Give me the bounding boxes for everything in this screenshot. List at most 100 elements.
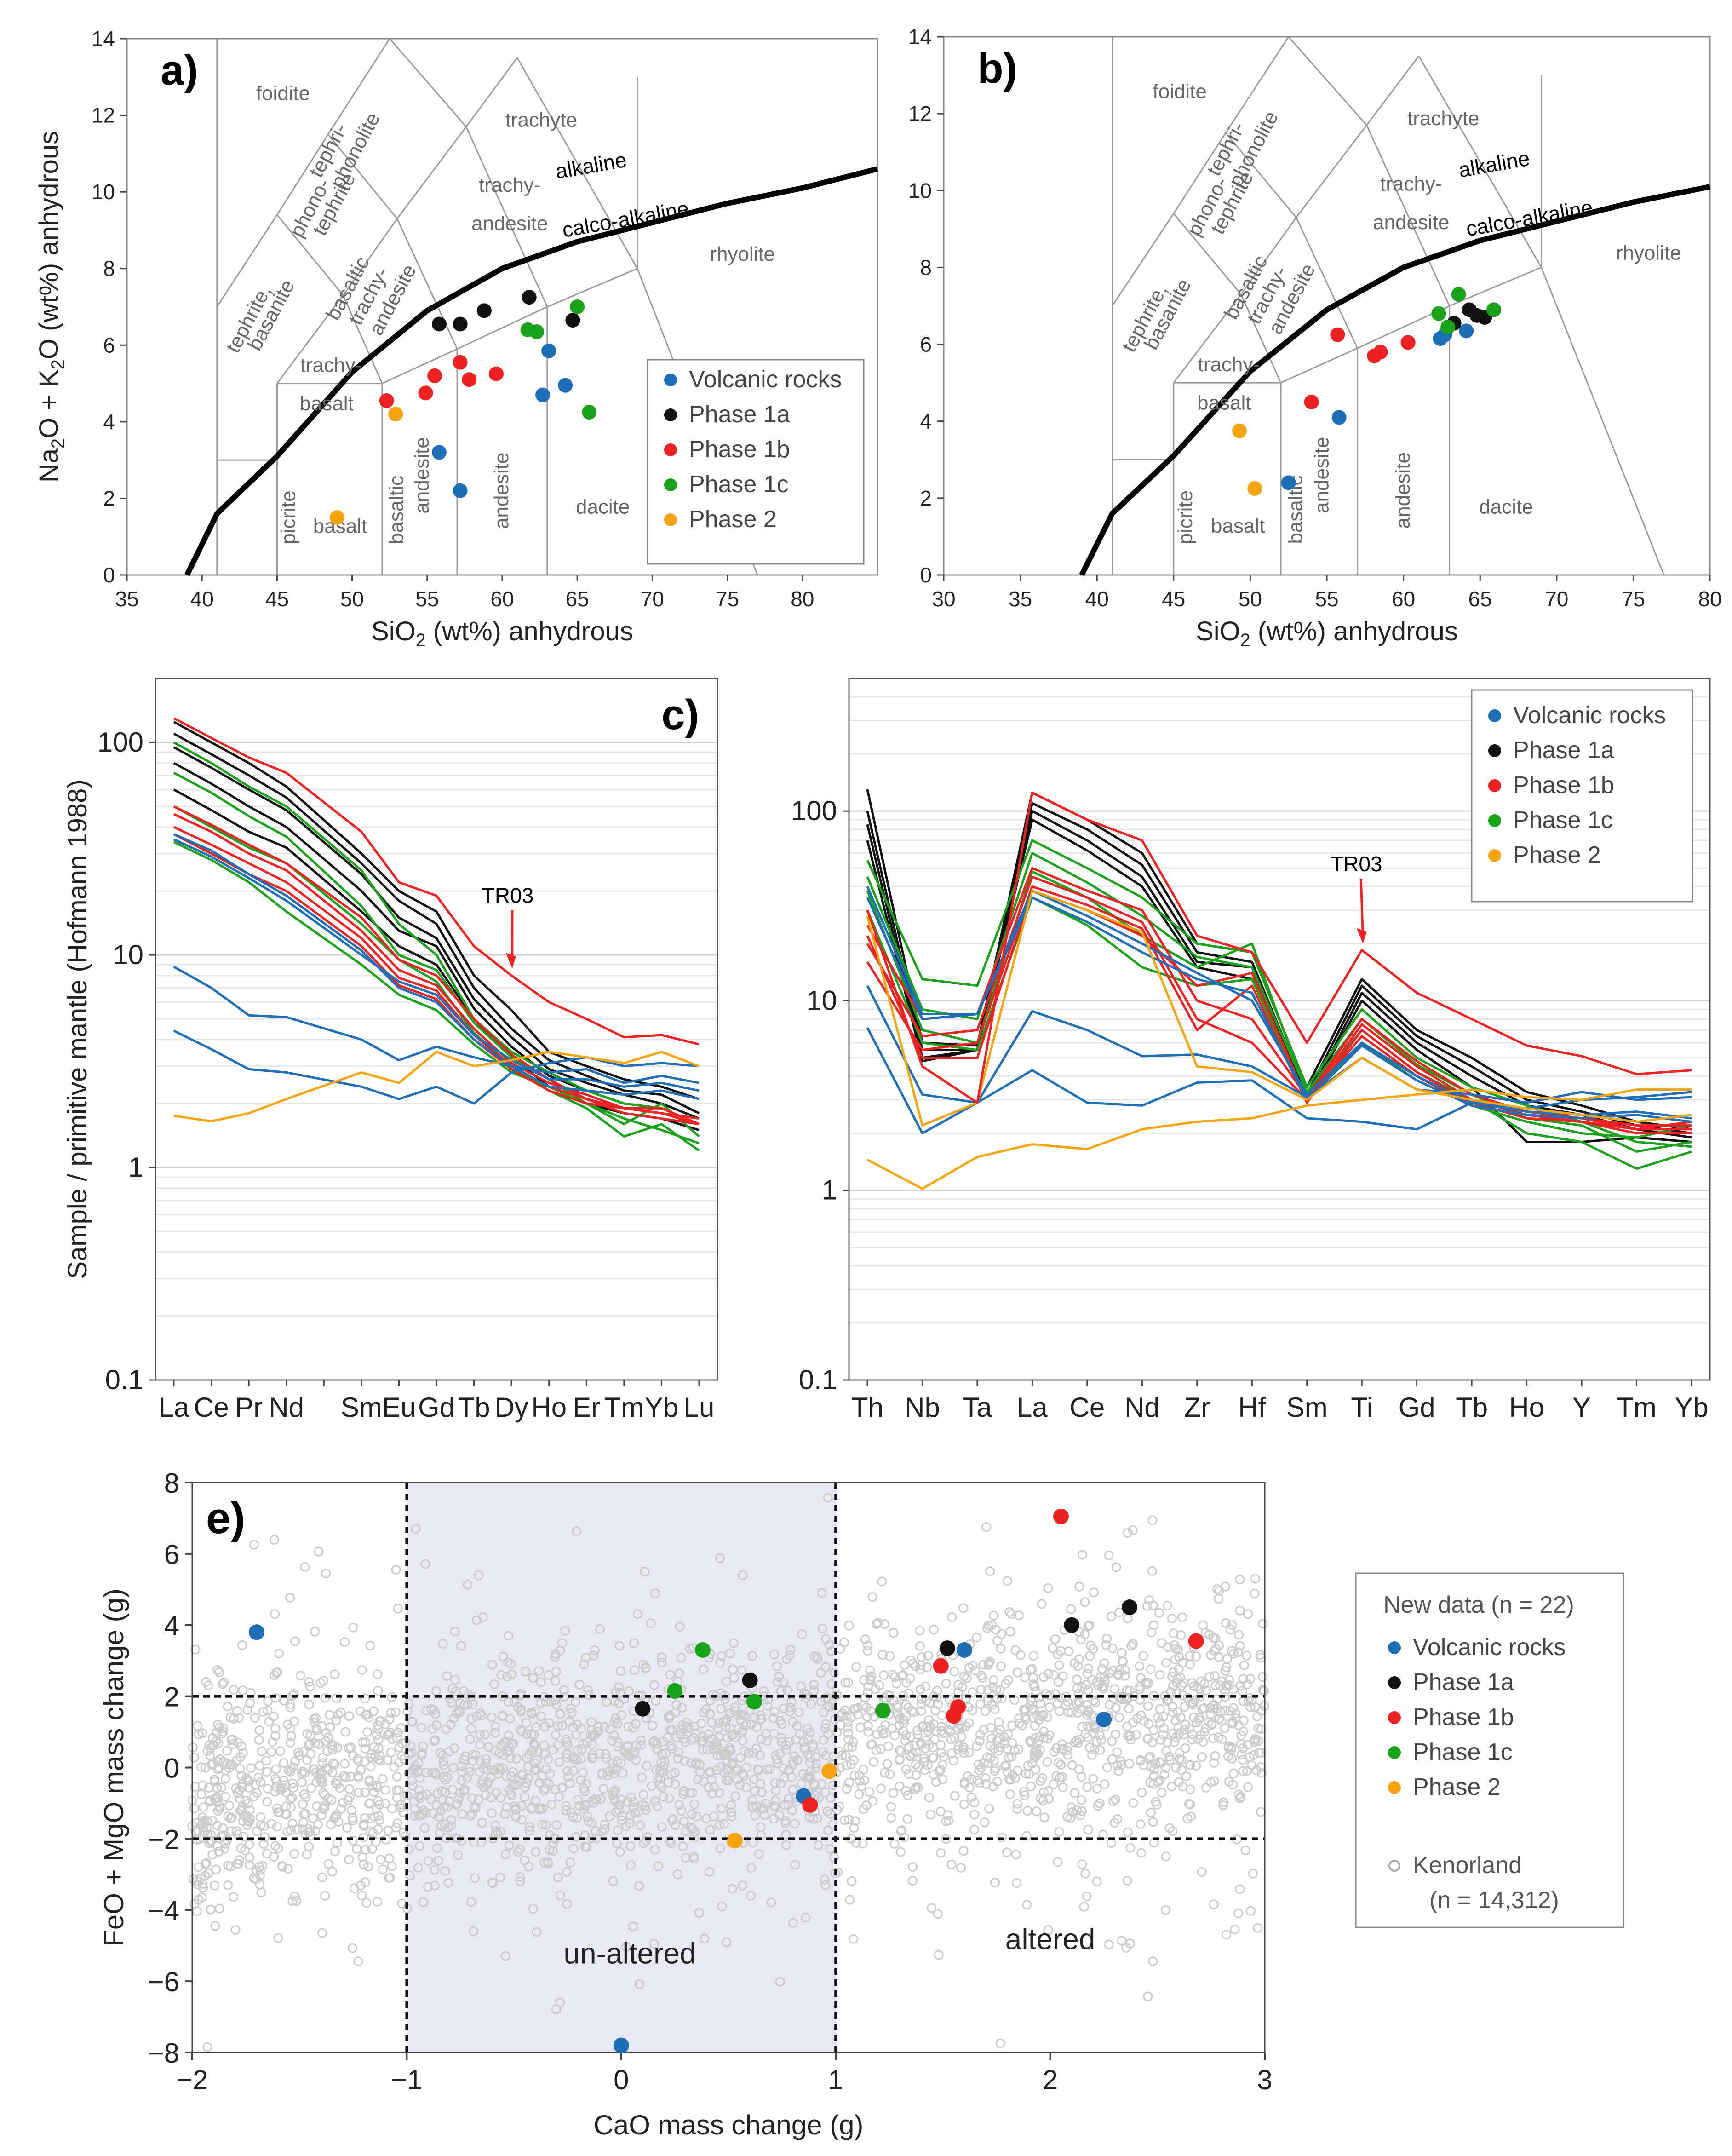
kenorland-point (245, 1852, 254, 1863)
legend-label: Phase 1a (689, 401, 790, 428)
kenorland-point (516, 1725, 526, 1735)
kenorland-point (981, 1522, 992, 1532)
kenorland-point (840, 1678, 850, 1688)
kenorland-point (270, 1724, 281, 1734)
kenorland-point (232, 1859, 242, 1869)
kenorland-point (320, 1891, 330, 1901)
kenorland-point (373, 1686, 383, 1696)
kenorland-point (885, 1769, 895, 1779)
kenorland-point (469, 1926, 479, 1936)
kenorland-point (869, 1757, 878, 1767)
kenorland-point (943, 1725, 953, 1735)
kenorland-point (946, 1735, 956, 1744)
data-point (1400, 335, 1416, 350)
x-tick-label: La (1017, 1392, 1048, 1423)
kenorland-point (189, 1874, 198, 1884)
kenorland-point (418, 1742, 428, 1752)
tas-field-label: trachyte (505, 109, 578, 132)
kenorland-point (224, 1800, 234, 1811)
kenorland-point (326, 1819, 336, 1829)
kenorland-point (941, 1834, 951, 1844)
kenorland-point (508, 1767, 518, 1777)
kenorland-point (487, 1878, 498, 1888)
kenorland-point (281, 1809, 291, 1819)
kenorland-point (1138, 1651, 1148, 1661)
x-tick-label: 60 (490, 587, 514, 611)
kenorland-point (886, 1813, 896, 1823)
kenorland-point (306, 1749, 316, 1759)
kenorland-point (1114, 1607, 1124, 1617)
kenorland-point (551, 1699, 561, 1709)
kenorland-point (673, 1754, 683, 1764)
kenorland-point (850, 1816, 860, 1826)
data-point (379, 393, 394, 408)
kenorland-point (883, 1742, 893, 1752)
legend-marker (1388, 1746, 1401, 1759)
kenorland-point (574, 1679, 585, 1690)
kenorland-point (452, 1799, 462, 1809)
kenorland-point (1033, 1749, 1043, 1759)
kenorland-point (249, 1791, 259, 1801)
kenorland-point (1155, 1704, 1165, 1714)
tas-field-boundary (1173, 213, 1282, 383)
legend-marker (1488, 814, 1501, 827)
kenorland-point (958, 1846, 969, 1856)
kenorland-point (621, 1942, 631, 1952)
series-line (173, 741, 700, 1126)
kenorland-point (689, 1721, 700, 1731)
kenorland-point (934, 1950, 944, 1960)
kenorland-point (304, 1740, 314, 1750)
kenorland-point (1056, 1759, 1066, 1770)
kenorland-point (327, 1745, 338, 1754)
kenorland-point (407, 1717, 418, 1727)
data-point (957, 1642, 973, 1658)
kenorland-point (985, 1741, 995, 1751)
kenorland-point (915, 1626, 925, 1636)
kenorland-point (548, 1745, 558, 1755)
kenorland-point (550, 1784, 560, 1794)
kenorland-point (309, 1718, 319, 1728)
kenorland-point (679, 1786, 689, 1796)
kenorland-point (978, 1660, 988, 1670)
kenorland-point (1012, 1667, 1022, 1678)
kenorland-point (780, 1800, 790, 1810)
annotation-arrowhead (505, 953, 516, 969)
kenorland-point (617, 1815, 627, 1825)
legend-label: Volcanic rocks (689, 366, 842, 393)
data-point (529, 324, 545, 339)
data-point (431, 445, 447, 460)
kenorland-point (916, 1706, 926, 1716)
kenorland-point (1057, 1744, 1067, 1754)
kenorland-point (630, 1665, 640, 1675)
kenorland-point (863, 1646, 873, 1656)
kenorland-point (362, 1727, 373, 1737)
kenorland-point (466, 1897, 476, 1907)
series-line (173, 717, 700, 1046)
kenorland-point (255, 1865, 265, 1875)
kenorland-point (448, 1763, 459, 1773)
kenorland-point (901, 1786, 911, 1796)
kenorland-point (1197, 1867, 1207, 1877)
kenorland-point (536, 1677, 546, 1687)
kenorland-point (490, 1728, 500, 1738)
kenorland-point (522, 1778, 532, 1788)
kenorland-point (480, 1730, 490, 1740)
kenorland-point (823, 1825, 833, 1835)
kenorland-point (1210, 1671, 1220, 1681)
kenorland-point (1258, 1672, 1268, 1682)
kenorland-point (1221, 1618, 1231, 1628)
kenorland-point (1192, 1717, 1202, 1727)
kenorland-point (355, 1706, 365, 1716)
kenorland-point (1021, 1705, 1031, 1715)
tas-field-label: rhyolite (710, 243, 775, 265)
kenorland-point (1083, 1732, 1093, 1742)
kenorland-point (1019, 1787, 1029, 1797)
kenorland-point (493, 1769, 503, 1779)
kenorland-point (903, 1702, 913, 1713)
kenorland-point (979, 1758, 989, 1768)
kenorland-point (1187, 1735, 1197, 1745)
kenorland-point (1175, 1748, 1185, 1758)
kenorland-point (553, 1740, 563, 1750)
kenorland-point (915, 1641, 925, 1651)
kenorland-point (210, 1777, 220, 1787)
